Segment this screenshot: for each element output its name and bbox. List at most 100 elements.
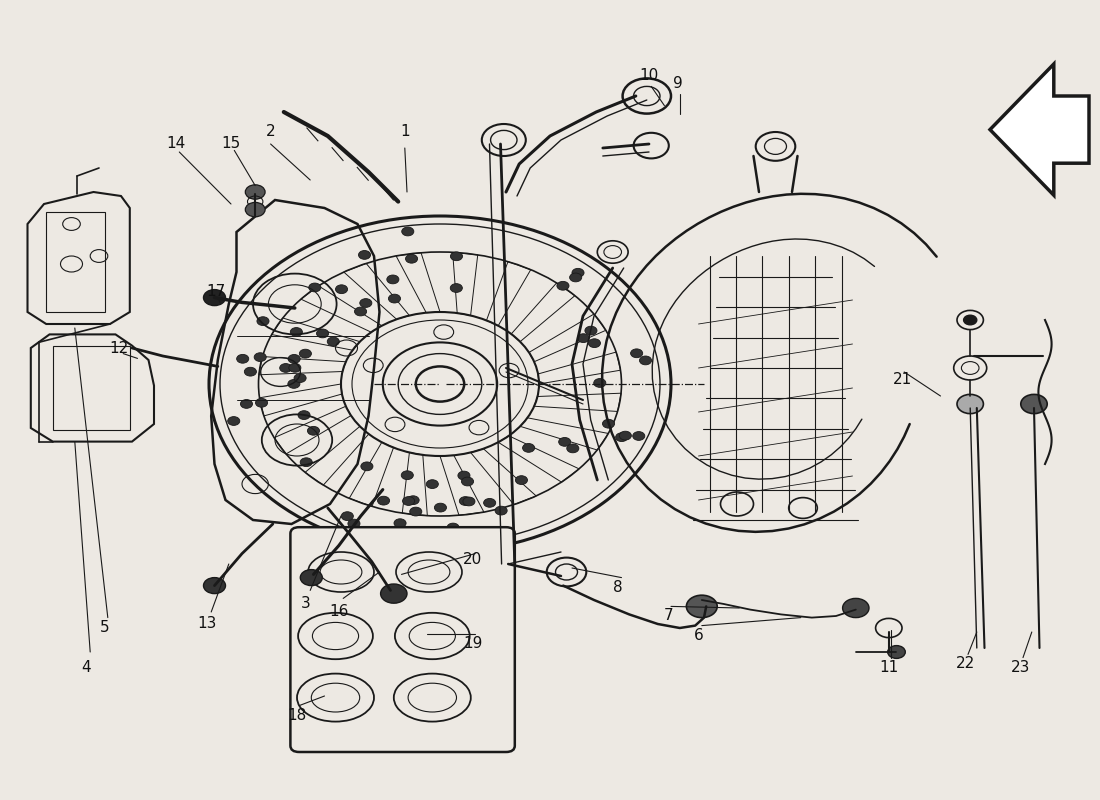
Circle shape: [317, 329, 329, 338]
Text: 2: 2: [266, 125, 275, 139]
Circle shape: [255, 398, 267, 407]
Text: 20: 20: [463, 553, 483, 567]
Circle shape: [402, 471, 414, 480]
Circle shape: [463, 497, 475, 506]
Circle shape: [387, 275, 399, 284]
Circle shape: [686, 595, 717, 618]
Circle shape: [566, 444, 579, 453]
Circle shape: [327, 337, 339, 346]
Text: 22: 22: [956, 657, 976, 671]
Circle shape: [630, 349, 642, 358]
Text: 3: 3: [301, 597, 310, 611]
Text: 1: 1: [400, 125, 409, 139]
Circle shape: [289, 363, 301, 372]
Circle shape: [236, 354, 249, 363]
Circle shape: [964, 315, 977, 325]
Circle shape: [254, 353, 266, 362]
Text: 13: 13: [197, 617, 217, 631]
Text: 19: 19: [463, 637, 483, 651]
Circle shape: [407, 496, 419, 505]
Circle shape: [402, 227, 414, 236]
Circle shape: [257, 317, 270, 326]
Circle shape: [245, 185, 265, 199]
Circle shape: [299, 350, 311, 358]
Text: 15: 15: [221, 137, 241, 151]
Circle shape: [288, 379, 300, 388]
Circle shape: [603, 419, 615, 428]
Circle shape: [309, 283, 321, 292]
Text: 16: 16: [329, 605, 349, 619]
Circle shape: [406, 254, 418, 263]
Circle shape: [204, 578, 226, 594]
Polygon shape: [990, 64, 1089, 195]
Text: 12: 12: [109, 341, 129, 355]
Circle shape: [377, 496, 389, 505]
Circle shape: [294, 374, 306, 382]
Circle shape: [460, 497, 472, 506]
Circle shape: [244, 367, 256, 376]
Circle shape: [557, 282, 569, 290]
Text: 17: 17: [206, 285, 225, 299]
Circle shape: [462, 477, 474, 486]
Circle shape: [450, 252, 462, 261]
Circle shape: [585, 326, 597, 335]
Circle shape: [632, 431, 645, 440]
Circle shape: [354, 307, 366, 316]
Circle shape: [394, 518, 406, 527]
FancyBboxPatch shape: [290, 527, 515, 752]
Circle shape: [427, 480, 439, 489]
Circle shape: [495, 506, 507, 515]
Circle shape: [594, 378, 606, 387]
Circle shape: [388, 294, 400, 303]
Circle shape: [381, 584, 407, 603]
Circle shape: [957, 394, 983, 414]
Circle shape: [300, 458, 312, 466]
Circle shape: [341, 512, 353, 521]
Text: 5: 5: [100, 621, 109, 635]
Circle shape: [348, 519, 360, 528]
Circle shape: [1021, 394, 1047, 414]
Circle shape: [434, 503, 447, 512]
Text: 8: 8: [614, 581, 623, 595]
Text: 4: 4: [81, 661, 90, 675]
Text: 21: 21: [892, 373, 912, 387]
Circle shape: [361, 462, 373, 470]
Circle shape: [447, 523, 459, 532]
Text: 9: 9: [673, 77, 682, 91]
Text: 7: 7: [664, 609, 673, 623]
Circle shape: [588, 338, 601, 347]
Text: 18: 18: [287, 709, 307, 723]
Circle shape: [290, 327, 303, 336]
Circle shape: [516, 476, 528, 485]
Circle shape: [241, 399, 253, 408]
Circle shape: [245, 202, 265, 217]
Circle shape: [300, 570, 322, 586]
Circle shape: [843, 598, 869, 618]
Circle shape: [639, 356, 651, 365]
Circle shape: [307, 426, 319, 435]
Circle shape: [450, 284, 462, 293]
Text: 11: 11: [879, 661, 899, 675]
Circle shape: [204, 290, 226, 306]
Circle shape: [403, 497, 415, 506]
Circle shape: [578, 334, 590, 342]
Circle shape: [572, 268, 584, 277]
Circle shape: [559, 438, 571, 446]
Text: 10: 10: [639, 69, 659, 83]
Circle shape: [298, 410, 310, 419]
Circle shape: [359, 250, 371, 259]
Circle shape: [288, 354, 300, 363]
Circle shape: [522, 443, 535, 452]
Circle shape: [888, 646, 905, 658]
Circle shape: [336, 285, 348, 294]
Circle shape: [616, 433, 628, 442]
Circle shape: [619, 431, 631, 440]
Circle shape: [228, 417, 240, 426]
Circle shape: [360, 298, 372, 307]
Circle shape: [458, 471, 470, 480]
Circle shape: [409, 507, 421, 516]
Circle shape: [570, 273, 582, 282]
Circle shape: [484, 498, 496, 507]
Text: 6: 6: [694, 629, 703, 643]
Text: 23: 23: [1011, 661, 1031, 675]
